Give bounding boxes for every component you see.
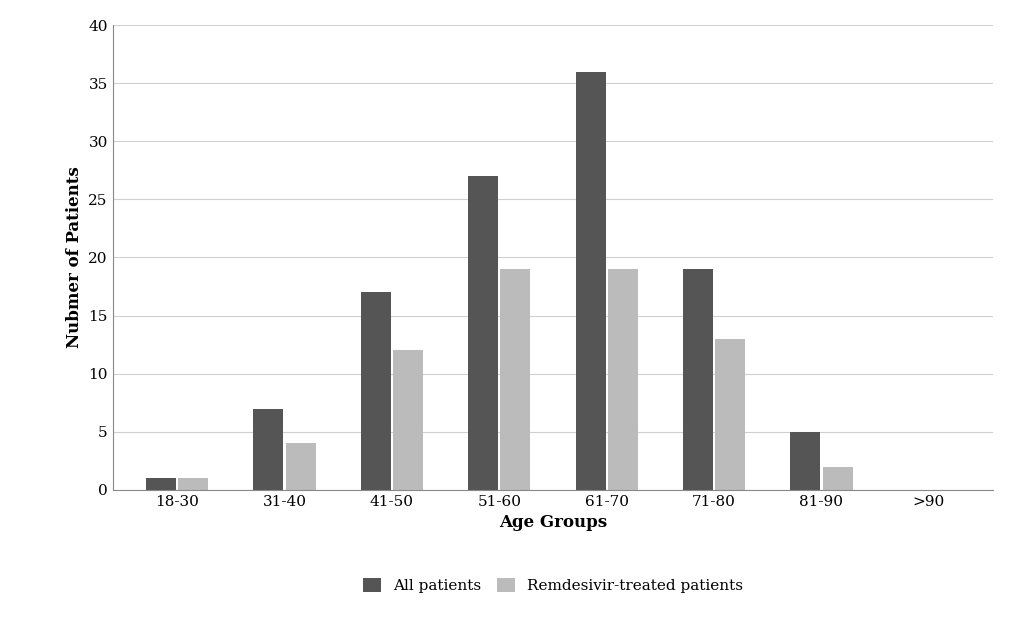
- Bar: [575, 72, 605, 490]
- Bar: [683, 269, 713, 490]
- Bar: [501, 269, 530, 490]
- Bar: [146, 479, 176, 490]
- Bar: [286, 443, 315, 490]
- Y-axis label: Nubmer of Patients: Nubmer of Patients: [66, 166, 83, 349]
- Bar: [468, 176, 499, 490]
- Bar: [393, 350, 423, 490]
- Bar: [791, 432, 820, 490]
- Bar: [360, 292, 391, 490]
- Bar: [715, 338, 745, 490]
- X-axis label: Age Groups: Age Groups: [499, 514, 607, 531]
- Bar: [253, 408, 284, 490]
- Bar: [822, 467, 853, 490]
- Bar: [178, 479, 208, 490]
- Legend: All patients, Remdesivir-treated patients: All patients, Remdesivir-treated patient…: [356, 572, 750, 599]
- Bar: [607, 269, 638, 490]
